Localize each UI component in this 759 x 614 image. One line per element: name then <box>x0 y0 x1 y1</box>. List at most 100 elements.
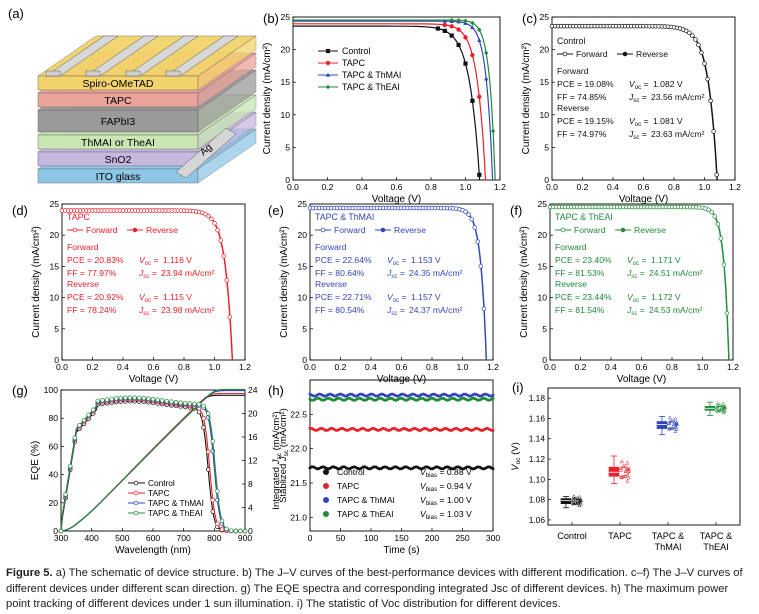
legend-marker <box>323 511 329 517</box>
x-tick-label: 0.8 <box>668 182 680 192</box>
y-tick-label: 0 <box>53 526 58 536</box>
data-point <box>477 38 482 42</box>
x-tick-label: 0.2 <box>577 182 589 192</box>
jv-curve <box>59 208 234 361</box>
panel-label-i: (i) <box>512 380 524 395</box>
data-point <box>456 42 461 48</box>
ag-electrode-front <box>45 70 61 77</box>
forward-jsc-label: Jsc = <box>626 268 645 280</box>
reverse-jsc-label: Jsc = <box>628 129 647 141</box>
ag-electrode-front <box>85 70 101 77</box>
data-point <box>219 527 225 532</box>
data-point <box>674 426 679 431</box>
data-point <box>699 50 704 55</box>
forward-jsc-value: 24.51 mA/cm² <box>649 268 703 278</box>
legend-label: TAPC & ThEAI <box>337 509 394 519</box>
y2-tick-label: 12 <box>248 456 258 466</box>
x-tick-label: 0.2 <box>335 362 347 372</box>
x-tick-label: 1.0 <box>697 362 709 372</box>
jv-curve <box>547 204 730 361</box>
data-point <box>155 397 160 403</box>
reverse-jsc-label: Jsc = <box>626 305 645 317</box>
forward-metrics: Forward PCE = 23.40% Voc = 1.171 V FF = 81.… <box>555 242 703 280</box>
x-tick-label: 50 <box>336 533 346 543</box>
y-tick-label: 1.16 <box>529 413 546 423</box>
distribution-curve <box>572 498 582 505</box>
y-axis-title: Current density (mA/cm²) <box>279 226 290 338</box>
y-axis-title: EQE (%) <box>30 441 41 480</box>
reverse-voc-label: Voc = <box>629 116 649 128</box>
y-tick-label: 25 <box>539 12 549 22</box>
y-tick-label: 15 <box>297 261 307 271</box>
y-tick-label: 21.5 <box>290 478 307 488</box>
data-point <box>136 395 142 401</box>
data-point <box>218 238 223 243</box>
y-tick-label: 1.14 <box>529 434 546 444</box>
x-axis-title: Time (s) <box>383 545 419 556</box>
y-tick-label: 21.0 <box>290 512 307 522</box>
forward-metrics: Forward PCE = 20.83% Voc = 1.116 V FF = 77.… <box>67 242 215 280</box>
data-point <box>667 415 672 420</box>
panel-c-jv-chart: (c) 0.0 0.2 0.4 0.6 0.8 1.0 1.2 0 5 10 15 20 25 Voltag… <box>521 11 741 205</box>
forward-voc-value: 1.171 V <box>651 255 681 265</box>
data-point <box>118 395 124 401</box>
series-control: Control <box>293 25 482 181</box>
reverse-metrics: Reverse PCE = 23.44% Voc = 1.172 V FF = 81.… <box>555 279 703 317</box>
forward-jsc-label: Jsc = <box>628 92 647 104</box>
panel-label-a: (a) <box>8 6 24 21</box>
data-point <box>484 50 489 56</box>
legend-label: Control <box>337 467 365 477</box>
x-tick-label: 100 <box>364 533 379 543</box>
data-point <box>715 221 720 227</box>
data-point <box>238 528 243 534</box>
reverse-ff: FF = 80.54% <box>315 305 365 315</box>
box-body <box>656 421 668 429</box>
data-point <box>620 227 626 233</box>
plot-frame <box>292 16 501 181</box>
forward-voc-label: Voc = <box>139 255 159 267</box>
x-tick-label: 0.8 <box>178 362 190 372</box>
panel-label-e: (e) <box>268 203 284 218</box>
data-point <box>575 498 580 503</box>
data-point <box>721 401 726 406</box>
data-point <box>215 521 220 526</box>
reverse-voc-label: Voc = <box>139 292 159 304</box>
data-point <box>484 76 489 81</box>
data-point <box>127 395 133 400</box>
data-point <box>724 310 730 316</box>
distribution-curve <box>716 405 726 411</box>
data-point <box>705 76 710 82</box>
data-point <box>463 35 468 40</box>
reverse-pce: PCE = 19.15% <box>557 116 614 126</box>
forward-voc-value: 1.153 V <box>411 255 441 265</box>
y-tick-label: 80 <box>48 413 58 423</box>
forward-jsc-value: 23.94 mA/cm² <box>161 268 215 278</box>
legend-label: TAPC & ThMAI <box>148 498 204 508</box>
forward-jsc-value: 23.56 mA/cm² <box>651 92 705 102</box>
data-point <box>380 227 386 233</box>
y-tick-label: 0 <box>54 355 59 365</box>
data-point <box>712 214 717 219</box>
vbias-label: Vbias = 1.00 V <box>420 495 472 507</box>
data-point <box>205 449 211 455</box>
data-point <box>469 216 474 222</box>
data-point <box>718 236 724 241</box>
plot-frame <box>547 387 741 526</box>
data-point <box>456 27 461 32</box>
data-point <box>478 263 484 269</box>
data-point <box>212 221 217 226</box>
y-tick-label: 20 <box>280 45 290 55</box>
layer-label: FAPbI3 <box>101 116 136 128</box>
y-tick-label: 5 <box>544 142 549 152</box>
x-tick-label: 300 <box>486 533 501 543</box>
y-tick-label: 5 <box>54 324 59 334</box>
data-point <box>562 51 568 57</box>
data-point <box>673 429 678 434</box>
x-tick-label: 0.4 <box>356 182 368 192</box>
y-axis-title: Current density (mA/cm²) <box>521 43 532 155</box>
data-point <box>133 490 139 496</box>
vbias-label: Vbias = 0.88 V <box>420 467 472 479</box>
data-point <box>72 435 78 441</box>
data-point <box>619 459 624 464</box>
data-point <box>325 72 331 77</box>
